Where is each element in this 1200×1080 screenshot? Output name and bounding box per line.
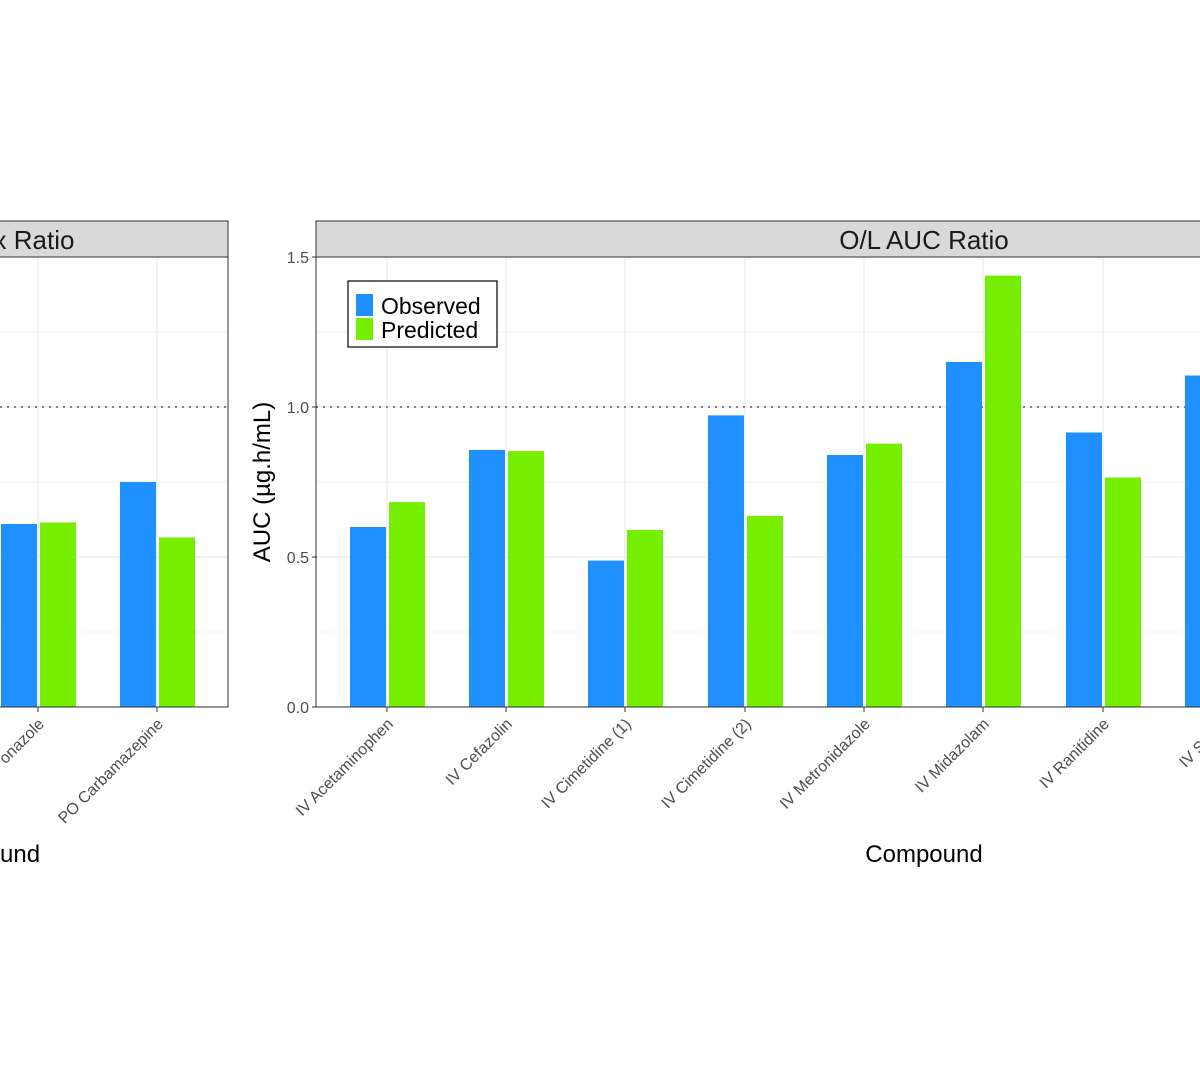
left-strip-title: x Ratio — [0, 225, 74, 255]
right-x-axis-title: Compound — [865, 841, 982, 868]
legend-swatch-observed — [356, 294, 373, 316]
bar-predicted — [389, 502, 425, 707]
x-tick-label: IV Cimetidine (2) — [659, 716, 755, 812]
legend-label-observed: Observed — [381, 293, 481, 319]
bar-observed — [1, 524, 37, 707]
bar-predicted — [866, 443, 902, 707]
right-y-axis-title: AUC (µg.h/mL) — [249, 402, 276, 563]
left-strip — [0, 220, 229, 258]
x-tick-label: onazole — [0, 716, 48, 768]
legend-label-predicted: Predicted — [381, 317, 478, 343]
bar-predicted — [985, 275, 1021, 707]
bar-observed — [946, 362, 982, 707]
bar-observed — [350, 527, 386, 707]
bar-predicted — [1105, 477, 1141, 707]
bar-predicted — [40, 522, 76, 707]
left-bars — [1, 482, 195, 707]
legend-swatch-predicted — [356, 318, 373, 340]
bar-observed — [120, 482, 156, 707]
bar-predicted — [627, 530, 663, 707]
left-x-axis-title: und — [0, 841, 40, 868]
bar-predicted — [747, 515, 783, 707]
bar-observed — [1185, 375, 1200, 707]
right-bars — [350, 275, 1200, 707]
right-y-tick-labels: 0.0 0.5 1.0 1.5 — [287, 250, 317, 717]
bar-predicted — [508, 451, 544, 707]
bar-observed — [708, 415, 744, 707]
right-strip-title: O/L AUC Ratio — [839, 225, 1009, 255]
bar-observed — [469, 449, 505, 707]
right-strip — [315, 220, 1200, 258]
x-tick-label: IV Metronidazole — [777, 716, 874, 813]
x-tick-label: IV Cimetidine (1) — [539, 716, 635, 812]
x-tick-label: IV Cefazolin — [443, 716, 516, 789]
left-x-tick-labels: onazole PO Carbamazepine — [0, 707, 167, 827]
y-tick-label: 1.0 — [287, 400, 309, 417]
x-tick-label: IV Midazolam — [912, 716, 993, 797]
y-tick-label: 1.5 — [287, 250, 309, 267]
bar-observed — [1066, 432, 1102, 707]
x-tick-label: IV Acetaminophen — [293, 716, 397, 820]
y-tick-label: 0.5 — [287, 550, 309, 567]
x-tick-label: IV Sufen — [1176, 716, 1200, 771]
x-tick-label: PO Carbamazepine — [55, 716, 166, 827]
bar-observed — [827, 455, 863, 707]
x-tick-label: IV Ranitidine — [1037, 716, 1113, 792]
y-tick-label: 0.0 — [287, 700, 309, 717]
bar-predicted — [159, 537, 195, 707]
legend: Observed Predicted — [347, 280, 498, 348]
right-x-tick-labels: IV Acetaminophen IV Cefazolin IV Cimetidin… — [293, 707, 1200, 820]
right-panel: O/L AUC Ratio 0.0 0.5 1.0 1.5 IV Acetaminop… — [249, 220, 1200, 868]
left-panel: x Ratio onazole PO Carbamazepine und — [0, 220, 229, 868]
bar-observed — [588, 560, 624, 707]
